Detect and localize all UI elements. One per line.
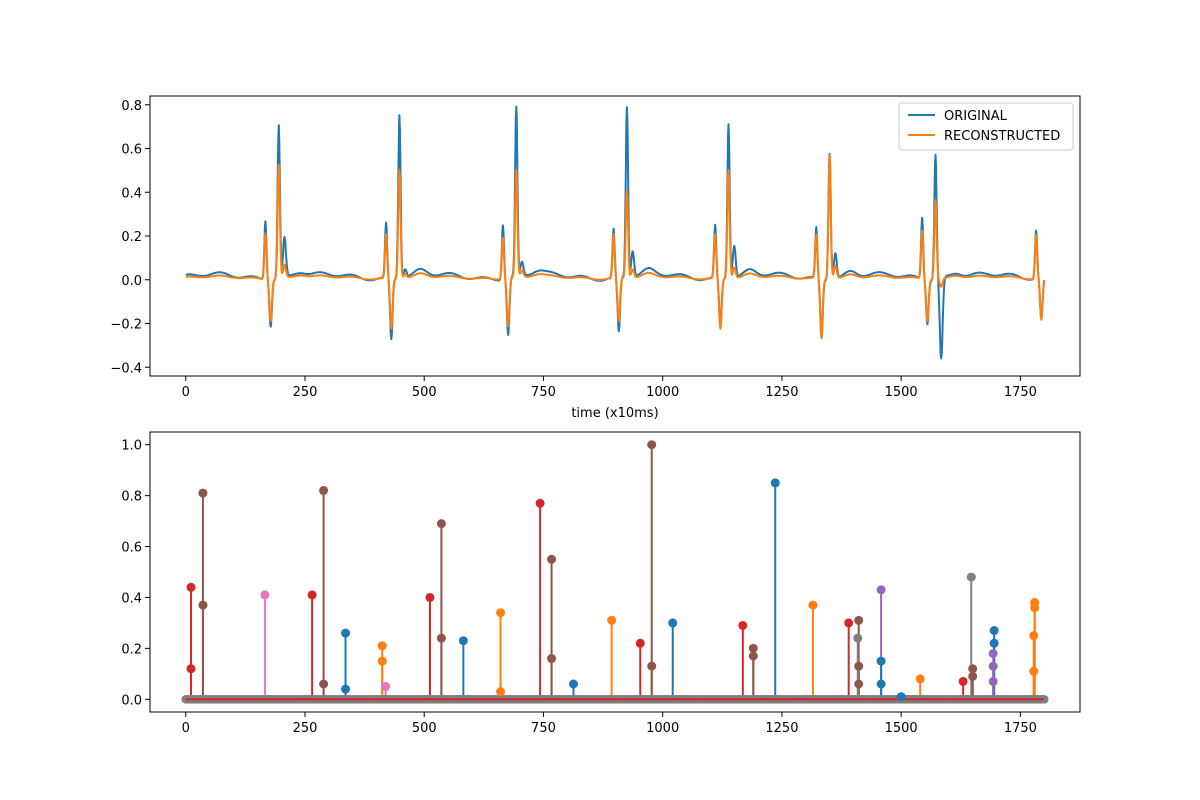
stem-marker [647,661,657,671]
stem-marker [186,582,196,592]
stem-marker [547,654,557,664]
stem-marker [876,585,886,595]
signal-ytick-label: 0.2 [121,230,142,245]
signal-plot-ticks: 0 250 500 750 1000 1250 1500 1750 −0.4 −0.2 0.0 0.2… [110,99,1037,400]
coefficient-xtick-label: 1500 [885,721,918,736]
coefficient-xtick-label: 500 [412,721,437,736]
stem-marker [968,664,978,674]
stem-marker [988,648,998,658]
stem-marker [436,519,446,529]
stem-marker [341,684,351,694]
stem-marker [198,600,208,610]
coefficient-ytick-label: 0.0 [121,693,142,708]
series-line-reconstructed [185,154,1046,339]
coefficient-ytick-label: 0.2 [121,642,142,657]
coefficient-plot-ticks: 0 250 500 750 1000 1250 1500 1750 0.0 0.2 0.4 0.6 0.… [121,439,1037,736]
stem-marker [770,478,780,488]
signal-ytick-label: 0.8 [121,99,142,114]
stem-marker [377,656,387,666]
stem-marker [535,498,545,508]
signal-ytick-label: 0.6 [121,143,142,158]
stem-marker [988,661,998,671]
legend: ORIGINAL RECONSTRUCTED [898,102,1074,151]
stem-marker [635,638,645,648]
signal-ytick-label: −0.2 [110,318,142,333]
coefficient-ytick-label: 1.0 [121,439,142,454]
stem-marker [647,440,657,450]
signal-xtick-label: 1000 [646,385,679,400]
stem-marker [989,626,999,636]
stem-marker [377,641,387,651]
stem-marker [876,679,886,689]
signal-xtick-label: 0 [182,385,190,400]
legend-label-reconstructed: RECONSTRUCTED [944,129,1060,144]
signal-plot: 0 250 500 750 1000 1250 1500 1750 −0.4 −0.2 0.0 0.2… [110,95,1081,421]
signal-xtick-label: 750 [531,385,556,400]
signal-xlabel: time (x10ms) [571,406,658,421]
legend-box [898,102,1074,151]
stem-marker [808,600,818,610]
coefficient-xtick-label: 750 [531,721,556,736]
stem-marker [198,488,208,498]
signal-xtick-label: 500 [412,385,437,400]
stem-marker [844,618,854,628]
stem-marker [748,643,758,653]
stem-marker [738,620,748,630]
stem-marker [341,628,351,638]
coefficient-xtick-label: 1750 [1004,721,1037,736]
stem-marker [1029,666,1039,676]
signal-plot-area [185,105,1046,360]
stem-marker [1029,631,1039,641]
stem-marker [319,486,329,496]
signal-ytick-label: 0.4 [121,186,142,201]
coefficient-xtick-label: 0 [182,721,190,736]
signal-xtick-label: 250 [293,385,318,400]
stem-marker [966,572,976,582]
stem-marker [547,554,557,564]
stem-marker [668,618,678,628]
stem-marker [458,636,468,646]
stem-marker [853,633,863,643]
stem-marker [1030,603,1040,613]
stem-marker [569,679,579,689]
stem-marker [915,674,925,684]
stem-marker [260,590,270,600]
coefficient-plot: 0 250 500 750 1000 1250 1500 1750 0.0 0.2 0.4 0.6 0.… [121,431,1081,736]
stem-marker [968,671,978,681]
coefficient-plot-area [181,440,1049,704]
signal-ytick-label: 0.0 [121,274,142,289]
stem-marker [319,679,329,689]
stem-marker [989,638,999,648]
legend-label-original: ORIGINAL [944,109,1008,124]
stem-marker [988,676,998,686]
stem-marker [876,656,886,666]
stem-marker [496,608,506,618]
coefficient-xtick-label: 250 [293,721,318,736]
coefficient-xtick-label: 1000 [646,721,679,736]
coefficient-xtick-label: 1250 [765,721,798,736]
stem-marker [748,651,758,661]
coefficient-ytick-label: 0.4 [121,591,142,606]
stem-marker [607,615,617,625]
stem-marker [381,682,391,692]
stem-marker [854,615,864,625]
stem-marker [854,661,864,671]
coefficient-ytick-label: 0.6 [121,541,142,556]
stem-marker [958,676,968,686]
stem-marker [425,592,435,602]
coefficient-ytick-label: 0.8 [121,490,142,505]
coefficient-plot-frame [149,431,1081,713]
signal-xtick-label: 1500 [885,385,918,400]
stem-marker [186,664,196,674]
stem-marker [307,590,317,600]
stem-marker [854,679,864,689]
signal-xtick-label: 1750 [1004,385,1037,400]
stem-marker [896,692,906,702]
signal-ytick-label: −0.4 [110,361,142,376]
stem-marker [436,633,446,643]
signal-xtick-label: 1250 [765,385,798,400]
stem-marker [496,687,506,697]
